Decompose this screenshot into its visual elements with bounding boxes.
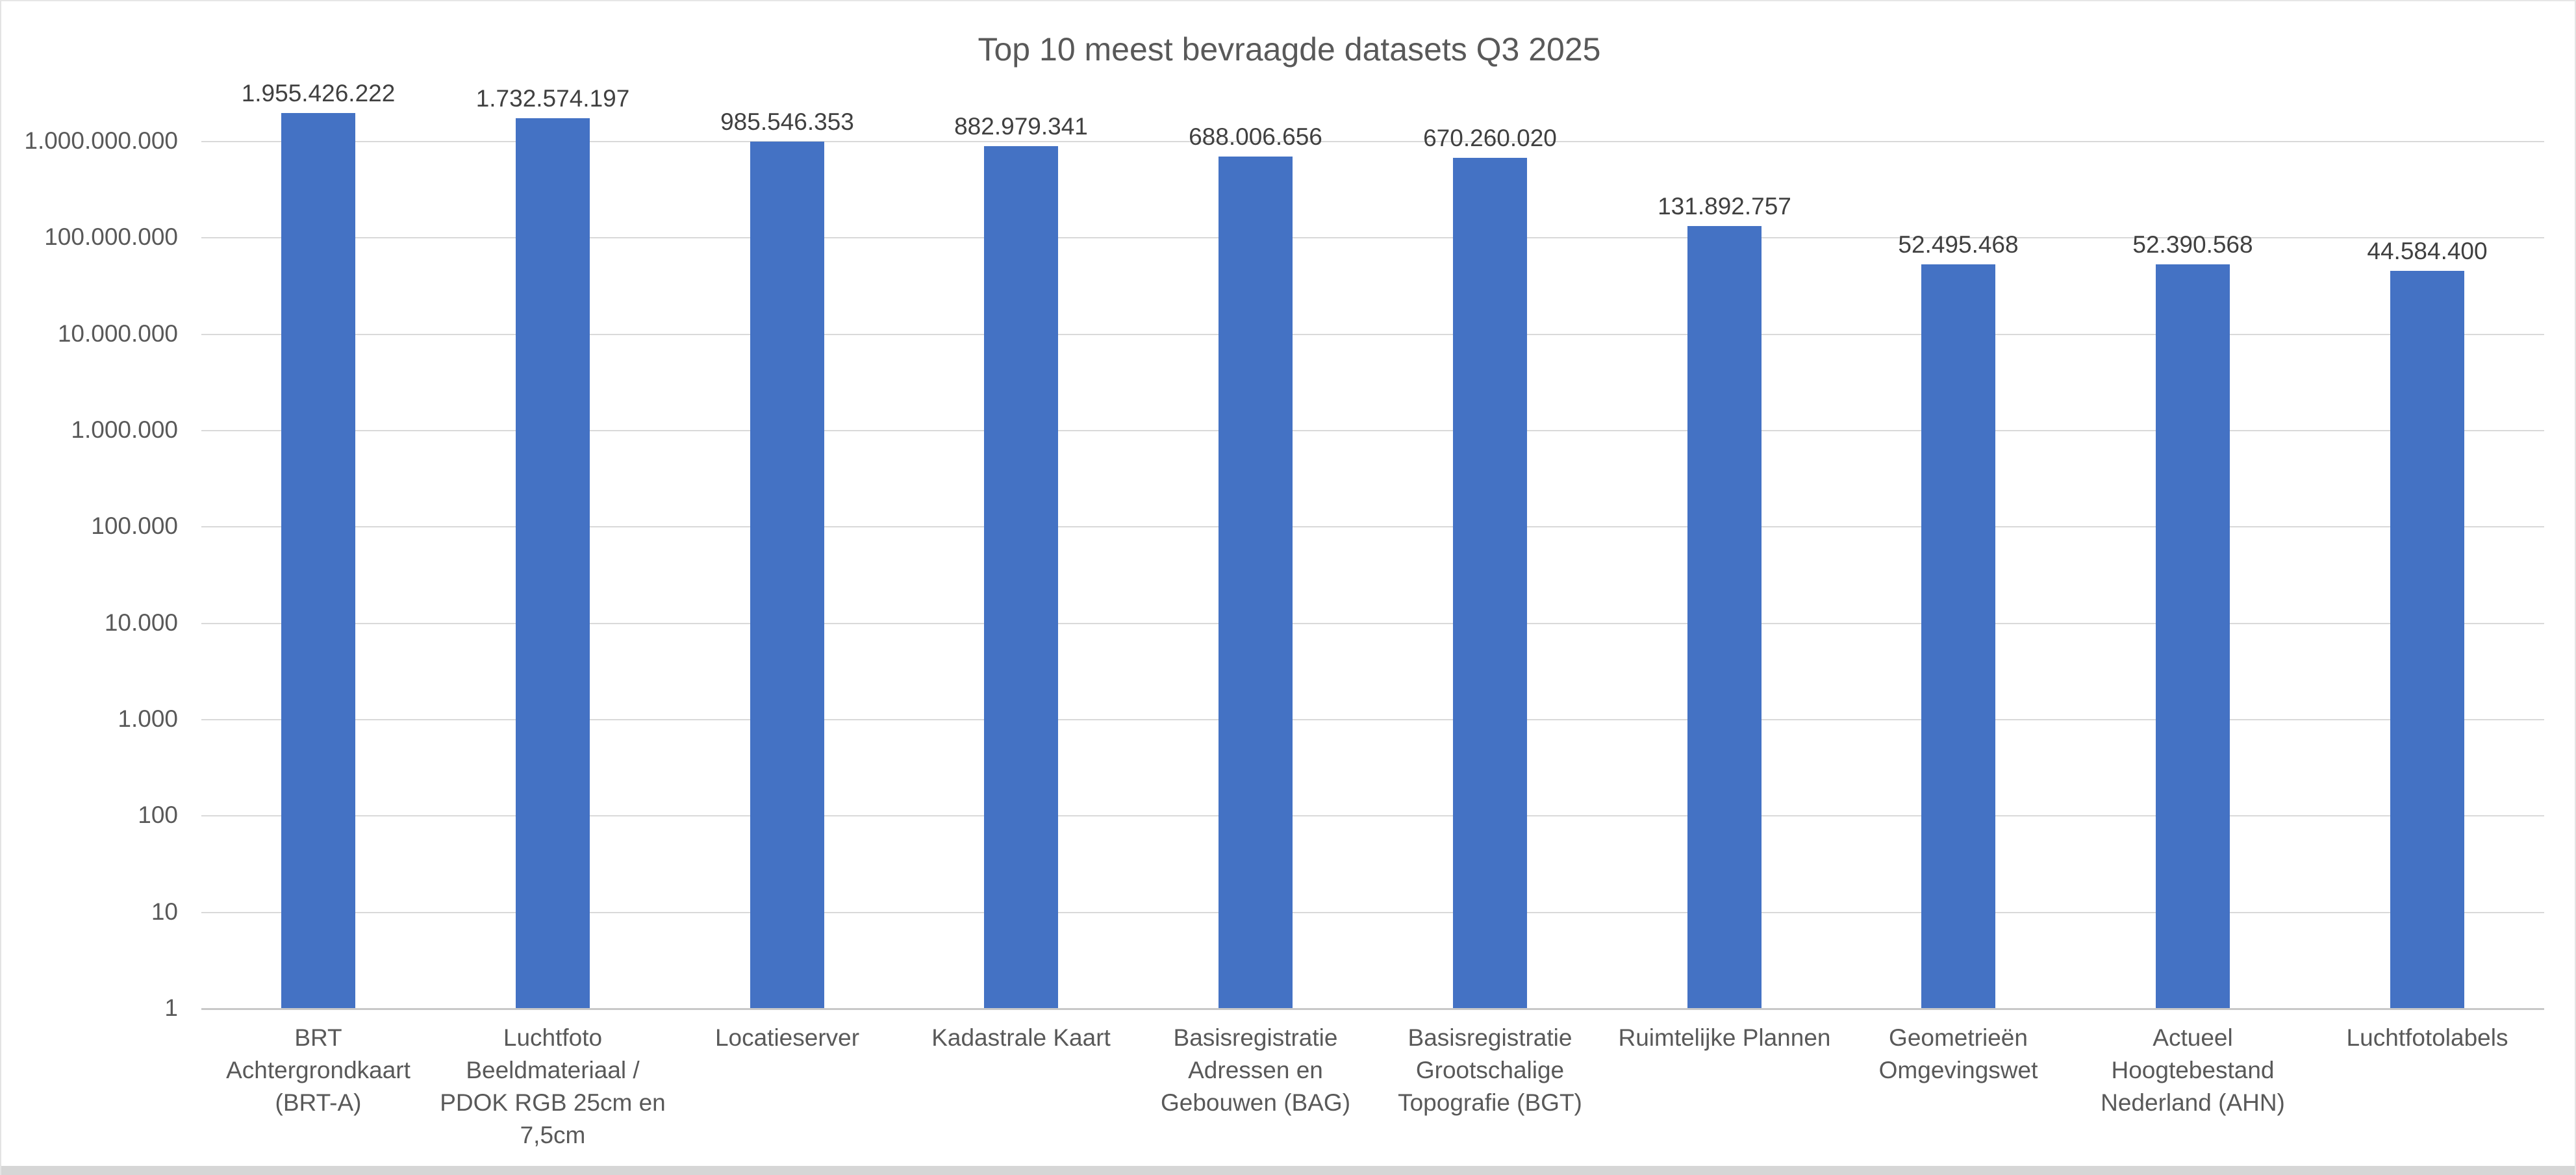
x-axis-category-label: Kadastrale Kaart — [931, 1024, 1111, 1051]
x-axis-category-label: Basisregistratie Grootschalige Topografi… — [1398, 1024, 1582, 1116]
y-axis-tick-label: 100 — [138, 802, 178, 828]
gridline — [201, 237, 2544, 238]
y-axis-tick-label: 1.000.000.000 — [24, 127, 178, 154]
chart-title: Top 10 meest bevraagde datasets Q3 2025 — [978, 31, 1601, 68]
gridline — [201, 815, 2544, 816]
x-axis-category-label: Luchtfotolabels — [2346, 1024, 2508, 1051]
y-axis-tick-label: 100.000 — [91, 512, 178, 539]
bar-value-label: 985.546.353 — [720, 108, 854, 135]
gridline — [201, 334, 2544, 335]
y-axis-tick-label: 1.000 — [118, 705, 178, 732]
bar-value-label: 670.260.020 — [1423, 125, 1557, 151]
gridline — [201, 430, 2544, 431]
bar[interactable] — [1687, 226, 1762, 1008]
gridline — [201, 912, 2544, 913]
bar-value-label: 131.892.757 — [1658, 193, 1791, 220]
bar[interactable] — [1921, 264, 1995, 1008]
bar-value-label: 52.390.568 — [2132, 231, 2253, 258]
x-axis-category-label: Locatieserver — [714, 1024, 860, 1051]
bar-value-label: 688.006.656 — [1189, 123, 1322, 150]
bar[interactable] — [1219, 157, 1293, 1008]
x-axis-line — [201, 1008, 2544, 1010]
x-axis-category-label: Luchtfoto Beeldmateriaal / PDOK RGB 25cm… — [440, 1024, 666, 1148]
x-axis-category-label: Ruimtelijke Plannen — [1618, 1024, 1831, 1051]
y-axis-tick-label: 10.000 — [104, 609, 178, 636]
bar[interactable] — [516, 118, 590, 1008]
bar-value-label: 1.955.426.222 — [241, 80, 396, 107]
bar-value-label: 52.495.468 — [1898, 231, 2019, 258]
bar[interactable] — [984, 146, 1058, 1008]
bar[interactable] — [2390, 271, 2464, 1008]
gridline — [201, 719, 2544, 720]
y-axis-tick-label: 1.000.000 — [71, 416, 178, 443]
x-axis-category-label: Actueel Hoogtebestand Nederland (AHN) — [2101, 1024, 2285, 1116]
bar-value-label: 882.979.341 — [954, 113, 1088, 140]
window-bottom-edge — [1, 1166, 2575, 1175]
bar-value-label: 1.732.574.197 — [475, 85, 630, 112]
bar-value-label: 44.584.400 — [2367, 238, 2488, 264]
y-axis-tick-label: 10.000.000 — [57, 320, 178, 347]
gridline — [201, 623, 2544, 624]
y-axis-tick-label: 10 — [151, 898, 178, 925]
bar[interactable] — [1453, 158, 1527, 1008]
gridline — [201, 141, 2544, 142]
x-axis-category-label: BRT Achtergrondkaart (BRT-A) — [226, 1024, 410, 1116]
gridline — [201, 526, 2544, 527]
bar[interactable] — [750, 142, 824, 1008]
bar[interactable] — [281, 113, 355, 1008]
bar[interactable] — [2156, 264, 2230, 1008]
x-axis-category-label: Geometrieën Omgevingswet — [1878, 1024, 2038, 1083]
x-axis-category-label: Basisregistratie Adressen en Gebouwen (B… — [1160, 1024, 1351, 1116]
y-axis-tick-label: 100.000.000 — [44, 223, 178, 250]
y-axis-tick-label: 1 — [164, 994, 178, 1021]
